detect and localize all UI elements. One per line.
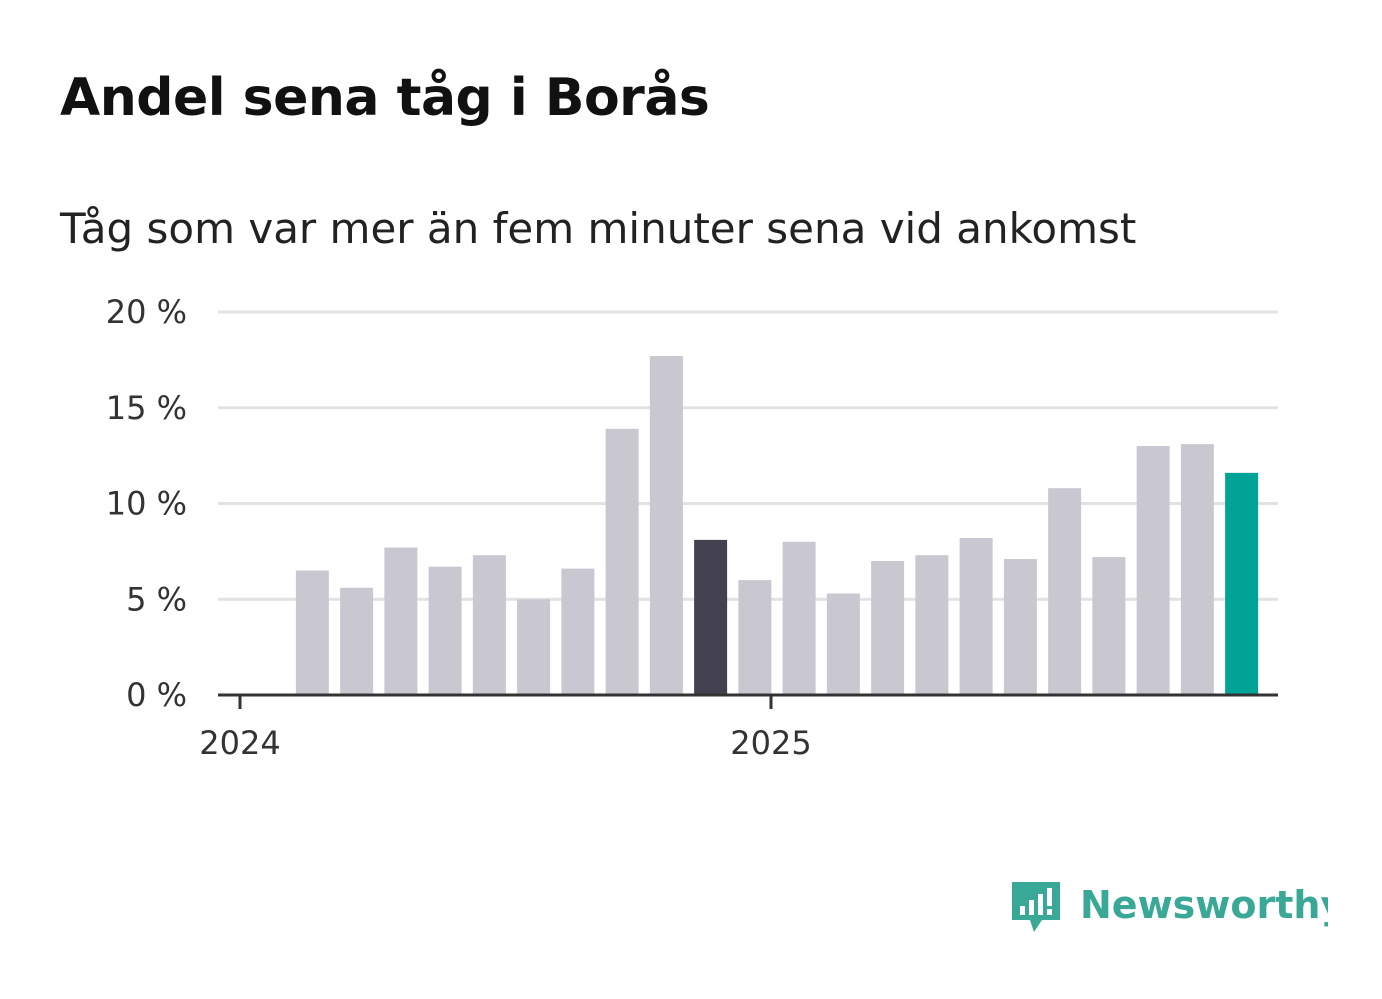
- bar-2024-05: [428, 566, 462, 695]
- bar-2025-07: [1048, 488, 1082, 695]
- y-tick-label: 20 %: [106, 293, 187, 331]
- bar-2024-08: [561, 568, 595, 695]
- x-axis-tick-labels: 2024 2025: [199, 724, 811, 762]
- x-tick-label: 2025: [730, 724, 811, 762]
- y-tick-label: 5 %: [126, 580, 187, 618]
- bar-2025-06: [1003, 559, 1037, 695]
- bars: [295, 356, 1259, 695]
- bar-2025-11: [1225, 472, 1259, 695]
- bar-2024-04: [384, 547, 418, 695]
- y-tick-label: 0 %: [126, 676, 187, 714]
- bar-2024-10: [649, 356, 683, 695]
- bar-2024-07: [517, 599, 551, 695]
- bar-2025-08: [1092, 557, 1126, 695]
- x-axis: [218, 693, 1278, 709]
- bar-2024-03: [340, 587, 374, 695]
- x-tick-label: 2024: [199, 724, 280, 762]
- chart-title: Andel sena tåg i Borås: [60, 68, 710, 128]
- newsworthy-logo-icon: [1012, 882, 1060, 932]
- bar-2024-06: [472, 555, 506, 695]
- bar-2025-02: [826, 593, 860, 695]
- bar-2024-11: [694, 539, 728, 695]
- bar-2025-04: [915, 555, 949, 695]
- y-tick-label: 10 %: [106, 485, 187, 523]
- bar-chart: 0 % 5 % 10 % 15 % 20 % 2024 2025: [106, 293, 1278, 762]
- brand-logo: Newsworthy: [1012, 882, 1328, 932]
- brand-name: Newsworthy: [1080, 883, 1328, 927]
- y-tick-label: 15 %: [106, 389, 187, 427]
- bar-2025-01: [782, 541, 816, 695]
- y-axis-tick-labels: 0 % 5 % 10 % 15 % 20 %: [106, 293, 187, 714]
- bar-2025-03: [871, 560, 905, 695]
- bar-2025-10: [1180, 444, 1214, 695]
- bar-2024-02: [295, 570, 329, 695]
- gridlines: [218, 310, 1278, 601]
- bar-2024-09: [605, 428, 639, 695]
- bar-2025-09: [1136, 446, 1170, 695]
- bar-2024-12: [738, 580, 772, 695]
- chart-subtitle: Tåg som var mer än fem minuter sena vid …: [60, 204, 1137, 253]
- bar-2025-05: [959, 537, 993, 695]
